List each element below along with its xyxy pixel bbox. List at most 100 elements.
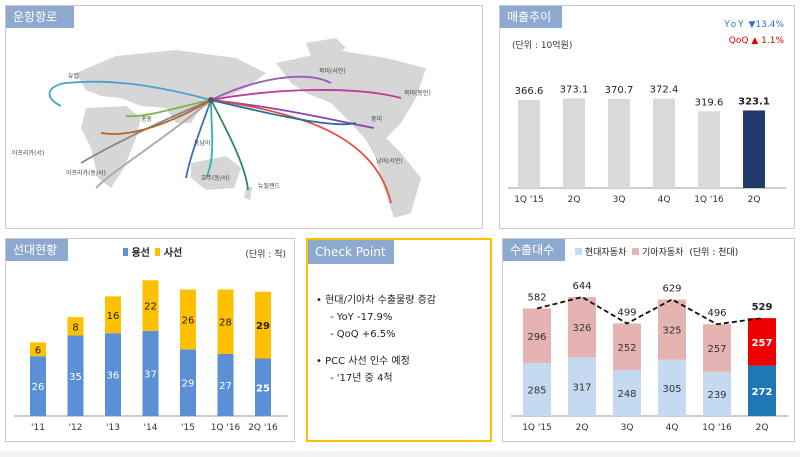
sales-bar <box>518 100 540 188</box>
fleet-bar-charter <box>180 349 196 416</box>
fleet-owned-label: 26 <box>182 315 195 326</box>
fleet-category-label: '15 <box>181 423 195 433</box>
sales-unit-label: (단위 : 10억원) <box>512 41 573 51</box>
export-hyundai-label: 248 <box>617 389 636 400</box>
newzealand-landmass <box>244 186 252 200</box>
fleet-owned-label: 16 <box>107 311 120 322</box>
export-hyundai-label: 305 <box>662 384 681 395</box>
yoy-indicator: YoY ▼13.4% <box>724 20 784 30</box>
export-total-label: 629 <box>662 283 681 294</box>
export-category-label: 1Q '15 <box>522 423 552 433</box>
fleet-charter-label: 27 <box>219 381 232 392</box>
region-label-southeast-asia: 동남아 <box>194 139 211 147</box>
route-mid-pacific <box>210 99 357 126</box>
export-kia-label: 257 <box>707 344 726 355</box>
fleet-owned-label: 29 <box>256 321 270 332</box>
fleet-charter-label: 29 <box>182 379 195 390</box>
export-total-label: 499 <box>617 308 636 319</box>
export-total-label: 529 <box>752 302 773 313</box>
export-bar-kia <box>748 318 776 366</box>
region-label-na-west: 북미(서안) <box>319 67 346 75</box>
yoy-value: 13.4% <box>755 20 784 30</box>
legend-swatch-charter <box>123 248 128 256</box>
export-hyundai-label: 285 <box>527 386 546 397</box>
export-chart: 285 296 582 1Q '15 317 326 644 2Q 248 252 499 3Q 305… <box>511 281 789 433</box>
export-hyundai-label: 272 <box>752 387 773 398</box>
greenland-landmass <box>306 38 346 60</box>
export-unit-label: (단위 : 천대) <box>689 248 739 258</box>
footer-rule <box>0 451 800 457</box>
sales-category-label: 1Q '15 <box>514 195 544 205</box>
export-total-label: 582 <box>527 293 546 304</box>
yoy-label: YoY <box>724 20 746 30</box>
sales-category-label: 2Q <box>568 195 581 205</box>
route-europe <box>48 80 212 107</box>
export-category-label: 1Q '16 <box>702 423 732 433</box>
region-label-newzealand: 뉴질랜드 <box>258 182 281 190</box>
fleet-category-label: '11 <box>31 423 45 433</box>
legend-swatch-kia <box>632 248 640 255</box>
export-bar-kia <box>613 323 641 371</box>
checkpoint-bullet-volume: • 현대/기아차 수출물량 증감 <box>316 295 437 306</box>
route-mediterranean <box>100 99 212 135</box>
export-legend: 현대자동차 기아자동차 (단위 : 천대) <box>575 245 738 258</box>
qoq-label: QoQ <box>728 36 749 46</box>
checkpoint-qoq: - QoQ +6.5% <box>330 329 396 340</box>
legend-label-kia: 기아자동차 <box>642 248 684 258</box>
export-bar-hyundai <box>523 363 551 416</box>
route-southeast-asia <box>185 99 212 179</box>
legend-swatch-hyundai <box>575 248 582 255</box>
sales-panel-title: 매출추이 <box>500 6 562 28</box>
fleet-bar-charter <box>30 356 46 416</box>
sales-bar <box>563 98 585 188</box>
fleet-bar-owned <box>180 289 196 350</box>
world-map: 유럽 중동 동남아 아프리카(서) 아프리카(동/서) 호주(동/서) 뉴질랜드… <box>12 38 431 218</box>
fleet-bar-charter <box>105 333 121 416</box>
sales-panel: 매출추이 (단위 : 10억원) YoY ▼13.4% QoQ ▲ 1.1% 3… <box>499 5 795 229</box>
export-bar-hyundai <box>568 357 596 416</box>
export-bar-kia <box>568 297 596 358</box>
region-label-africa-east: 아프리카(동/서) <box>66 169 106 177</box>
fleet-bar-charter <box>67 335 84 416</box>
hub-marker <box>208 97 214 103</box>
sales-category-label: 3Q <box>613 195 626 205</box>
checkpoint-pcc-detail: - '17년 중 4척 <box>330 373 393 384</box>
fleet-bar-owned <box>142 280 159 331</box>
export-panel-title: 수출대수 <box>503 239 565 261</box>
export-kia-label: 296 <box>527 332 546 343</box>
fleet-charter-label: 35 <box>69 372 82 383</box>
fleet-panel: 선대현황 용선 사선 (단위 : 척) 26 6 '11 35 8 '12 36 16 '13 3… <box>5 238 295 442</box>
fleet-bar-charter <box>217 353 234 416</box>
fleet-bar-owned <box>217 289 234 354</box>
checkpoint-panel: Check Point • 현대/기아차 수출물량 증감 - YoY -17.9… <box>306 238 492 442</box>
region-label-south-america: 남미(서안) <box>376 157 403 165</box>
checkpoint-yoy: - YoY -17.9% <box>330 312 393 323</box>
export-category-label: 2Q <box>756 423 769 433</box>
route-na-west <box>210 75 332 101</box>
legend-label-hyundai: 현대자동차 <box>584 248 627 258</box>
legend-label-charter: 용선 <box>131 248 150 259</box>
export-category-label: 2Q <box>576 423 589 433</box>
export-bar-kia <box>523 308 551 364</box>
sales-bar <box>743 110 765 188</box>
sales-bar <box>653 98 675 188</box>
sales-value-label: 323.1 <box>738 96 770 107</box>
route-middle-east <box>125 99 212 118</box>
qoq-indicator: QoQ ▲ 1.1% <box>729 36 784 46</box>
route-africa-west <box>80 99 212 164</box>
sales-value-label: 372.4 <box>650 85 679 96</box>
export-category-label: 4Q <box>666 423 679 433</box>
route-na-east <box>210 89 402 101</box>
americas-landmass <box>276 50 426 218</box>
fleet-charter-label: 36 <box>107 371 120 382</box>
region-label-central-america: 중미 <box>371 115 382 123</box>
fleet-category-label: '12 <box>69 423 83 433</box>
fleet-owned-label: 6 <box>35 345 41 356</box>
qoq-up-arrow-icon: ▲ <box>751 36 759 46</box>
fleet-charter-label: 26 <box>32 382 45 393</box>
sales-category-label: 2Q <box>748 195 761 205</box>
export-kia-label: 257 <box>752 338 773 349</box>
fleet-legend: 용선 사선 <box>123 244 182 259</box>
sales-chart: 366.6 1Q '15 373.1 2Q 370.7 3Q 372.4 4Q 319.6 1Q … <box>508 84 786 205</box>
export-bar-kia <box>658 299 686 360</box>
